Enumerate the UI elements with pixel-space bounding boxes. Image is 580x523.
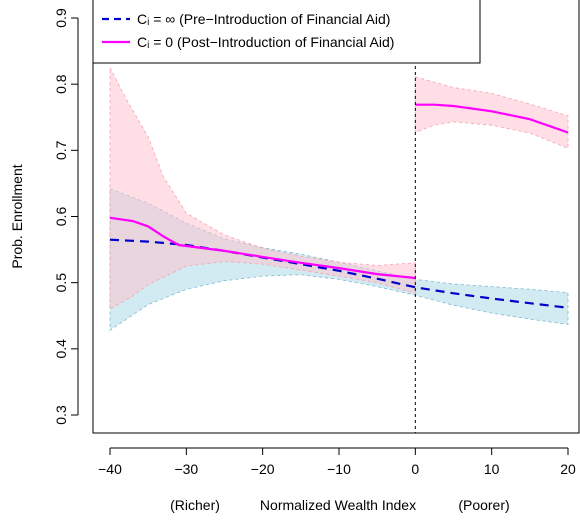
x-axis-note-poorer: (Poorer) <box>458 497 509 513</box>
x-tick-label: 10 <box>484 461 500 477</box>
band-post-1 <box>414 76 569 149</box>
series-line-post-0 <box>109 216 416 280</box>
legend: Cᵢ = ∞ (Pre−Introduction of Financial Ai… <box>92 0 481 64</box>
x-tick-label: 20 <box>560 461 576 477</box>
band-post-0 <box>109 67 416 310</box>
plot-frame <box>92 0 580 434</box>
y-tick-label: 0.7 <box>53 140 69 160</box>
y-tick-label: 0.4 <box>53 339 69 359</box>
y-tick-label: 0.3 <box>53 405 69 425</box>
x-tick-label: −20 <box>251 461 275 477</box>
y-tick-label: 0.6 <box>53 207 69 227</box>
axes: −40 −30 −20 −10 0 10 20 0.3 0.4 0.5 0.6 0.7 0.8 0.9 <box>53 8 576 477</box>
band-pre <box>109 188 569 332</box>
legend-label-pre: Cᵢ = ∞ (Pre−Introduction of Financial Ai… <box>137 11 390 27</box>
x-tick-label: 0 <box>411 461 419 477</box>
x-axis-title: Normalized Wealth Index <box>260 497 416 513</box>
series-line-post-1 <box>415 103 569 134</box>
y-axis-title: Prob. Enrollment <box>9 164 25 268</box>
x-axis-note-richer: (Richer) <box>170 497 220 513</box>
confidence-bands <box>109 67 569 332</box>
legend-box <box>92 0 481 64</box>
x-tick-label: −30 <box>174 461 198 477</box>
x-tick-label: −10 <box>327 461 351 477</box>
y-tick-label: 0.8 <box>53 74 69 94</box>
series-lines <box>109 103 569 309</box>
y-tick-label: 0.5 <box>53 273 69 293</box>
legend-label-post: Cᵢ = 0 (Post−Introduction of Financial A… <box>137 34 394 50</box>
x-tick-label: −40 <box>98 461 122 477</box>
y-tick-label: 0.9 <box>53 8 69 28</box>
